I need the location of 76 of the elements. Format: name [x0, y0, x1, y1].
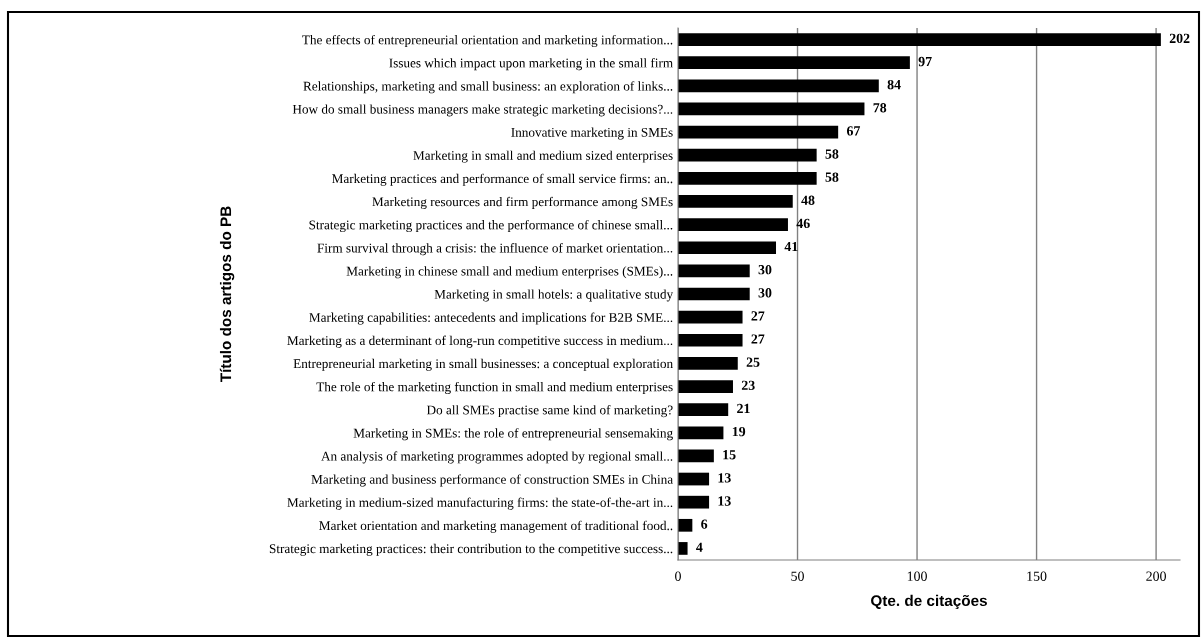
y-tick-label: An analysis of marketing programmes adopted by regional small...	[321, 451, 673, 464]
y-tick-label: Do all SMEs practise same kind of marketing?	[426, 405, 673, 418]
data-label: 25	[746, 357, 760, 367]
bar	[678, 357, 738, 370]
bar	[678, 125, 839, 139]
x-tick-label: 200	[1146, 571, 1166, 581]
y-tick-label: Entrepreneurial marketing in small businesses: a conceptual exploration	[293, 358, 673, 371]
bar	[678, 495, 710, 509]
data-label: 97	[918, 56, 932, 67]
bar	[678, 310, 743, 324]
y-axis-title: Título dos artigos do PB	[219, 206, 235, 383]
y-tick-label: Innovative marketing in SMEs	[511, 127, 673, 140]
data-label: 41	[784, 241, 798, 252]
y-tick-label: Marketing in small hotels: a qualitative study	[434, 289, 674, 302]
bar	[678, 333, 743, 347]
bar	[678, 287, 750, 301]
y-tick-label: Firm survival through a crisis: the influence of market orientation...	[317, 243, 673, 256]
bar	[678, 449, 714, 463]
data-label: 84	[887, 79, 901, 90]
data-label: 21	[737, 403, 750, 413]
bar	[678, 380, 733, 393]
data-label: 46	[796, 218, 810, 229]
y-tick-label: Marketing as a determinant of long-run competitive success in medium...	[287, 335, 673, 348]
data-label: 30	[758, 288, 772, 298]
y-tick-label: Marketing capabilities: antecedents and implications for B2B SME...	[309, 312, 673, 325]
data-label: 67	[846, 126, 861, 136]
y-tick-label: Marketing resources and firm performance among SMEs	[372, 196, 673, 209]
y-tick-label: The role of the marketing function in small and medium enterprises	[316, 381, 673, 395]
y-tick-label: Strategic marketing practices and the performance of chinese small...	[309, 219, 673, 233]
data-label: 4	[696, 542, 703, 552]
data-label: 6	[701, 519, 708, 529]
y-tick-label: Market orientation and marketing management of traditional food..	[319, 520, 673, 533]
bar	[678, 171, 817, 185]
y-tick-label: Marketing in small and medium sized enterprises	[413, 150, 673, 163]
y-tick-label: Strategic marketing practices: their contribution to the competitive success...	[269, 543, 673, 556]
y-tick-label: The effects of entrepreneurial orientation and marketing information...	[302, 34, 673, 48]
x-tick-label: 100	[907, 571, 927, 581]
x-axis-title: Qte. de citações	[871, 594, 987, 610]
data-label: 13	[718, 496, 731, 506]
data-label: 78	[873, 103, 887, 113]
data-label: 202	[1169, 33, 1190, 44]
x-tick-label: 150	[1027, 571, 1047, 581]
bar	[678, 148, 817, 162]
bar	[678, 426, 724, 440]
bar	[678, 542, 688, 555]
bar	[678, 518, 693, 532]
bar	[678, 264, 750, 278]
y-tick-label: Marketing in chinese small and medium enterprises (SMEs)...	[346, 266, 673, 279]
data-label: 13	[718, 473, 731, 483]
y-tick-label: Marketing in medium-sized manufacturing firms: the state-of-the-art in...	[287, 497, 673, 510]
y-tick-label: Marketing in SMEs: the role of entrepreneurial sensemaking	[353, 428, 673, 441]
data-label: 19	[732, 426, 746, 437]
x-tick-label: 50	[791, 571, 804, 581]
bar	[678, 33, 1161, 46]
y-tick-label: Issues which impact upon marketing in the small firm	[389, 58, 673, 71]
data-label: 23	[741, 380, 755, 390]
bar	[678, 102, 865, 116]
bar	[678, 403, 729, 417]
data-label: 27	[751, 334, 765, 344]
bar	[678, 241, 777, 255]
data-label: 27	[751, 311, 765, 321]
y-tick-label: Relationships, marketing and small business: an exploration of links...	[303, 81, 673, 94]
y-tick-label: Marketing and business performance of construction SMEs in China	[311, 474, 673, 487]
x-tick-label: 0	[675, 571, 681, 581]
y-tick-label: Marketing practices and performance of small service firms: an..	[332, 173, 673, 186]
data-label: 30	[758, 264, 772, 275]
data-label: 15	[723, 450, 736, 460]
data-label: 58	[825, 149, 839, 159]
bar	[678, 195, 793, 208]
data-label: 58	[825, 172, 839, 182]
bar	[678, 56, 910, 70]
bar	[678, 218, 788, 231]
bar	[678, 79, 879, 93]
data-label: 48	[801, 195, 815, 205]
y-tick-label: How do small business managers make strategic marketing decisions?...	[292, 104, 673, 117]
bar	[678, 472, 710, 486]
